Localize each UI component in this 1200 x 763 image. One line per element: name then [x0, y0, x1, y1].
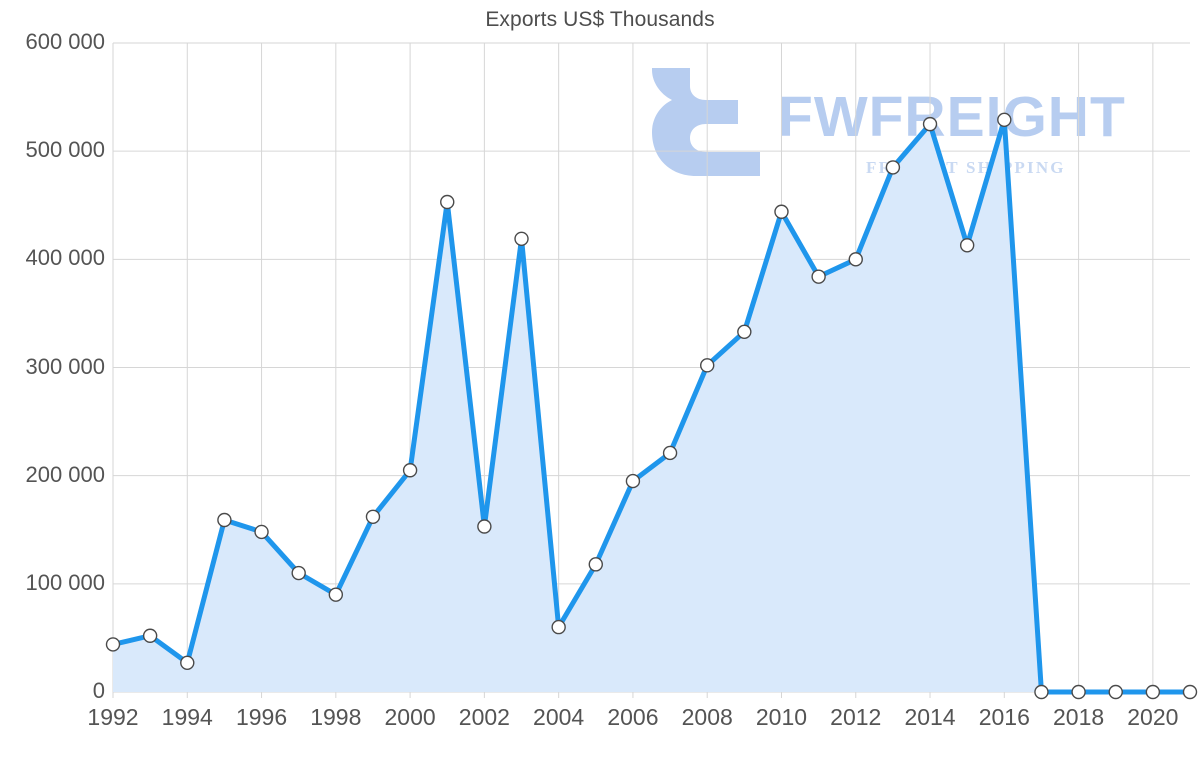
x-axis-tick-label: 2016 [978, 704, 1030, 730]
data-point-marker[interactable]: 2008: 302000 [700, 358, 715, 373]
data-point-markers: 1992: 44000 1993: 52000 1994: 27000 1995: 1… [105, 112, 1198, 700]
x-axis-tick-label: 1998 [310, 704, 362, 730]
x-axis-tick-label: 1996 [235, 704, 288, 730]
x-axis-tick-label: 2010 [755, 704, 808, 730]
data-point-marker[interactable]: 2016: 529000 [997, 112, 1012, 128]
x-axis-tick-label: 1994 [161, 704, 213, 730]
x-axis-tick-label: 2008 [681, 704, 733, 730]
y-axis-tick-label: 500 000 [25, 137, 105, 163]
data-point-marker[interactable]: 2018: 0 [1071, 684, 1086, 700]
data-point-marker[interactable]: 1999: 162000 [365, 509, 381, 524]
data-point-marker[interactable]: 2014: 525000 [922, 116, 938, 132]
data-point-marker[interactable]: 2007: 221000 [662, 445, 678, 461]
x-axis-tick-label: 2004 [533, 704, 585, 730]
data-point-marker[interactable]: 1994: 27000 [180, 655, 195, 670]
data-point-marker[interactable]: 2009: 333000 [737, 324, 752, 339]
x-axis-tick-label: 1992 [87, 704, 139, 730]
data-point-marker[interactable]: 2010: 444000 [774, 204, 789, 219]
x-axis-tick-label: 2002 [458, 704, 510, 730]
data-point-marker[interactable]: 2003: 419000 [514, 231, 529, 246]
x-axis-tick-label: 2000 [384, 704, 436, 730]
data-point-marker[interactable]: 2019: 0 [1108, 684, 1123, 700]
data-point-marker[interactable]: 2002: 153000 [477, 519, 492, 534]
chart-title: Exports US$ Thousands [485, 8, 715, 31]
data-point-marker[interactable]: 1993: 52000 [142, 628, 158, 643]
data-point-marker[interactable]: 2017: 0 [1034, 684, 1049, 700]
x-axis-tick-label: 2018 [1052, 704, 1105, 730]
x-axis-tick-label: 2006 [607, 704, 659, 730]
data-point-marker[interactable]: 2000: 205000 [402, 463, 418, 478]
y-axis-tick-label: 600 000 [25, 29, 105, 54]
data-point-marker[interactable]: 1995: 159000 [217, 512, 232, 528]
data-point-marker[interactable]: 2011: 384000 [811, 269, 826, 284]
data-point-marker[interactable]: 2015: 413000 [959, 238, 975, 253]
data-point-marker[interactable]: 2013: 485000 [885, 160, 901, 175]
data-line [110, 117, 1193, 695]
y-axis-tick-label: 0 [92, 678, 105, 703]
data-point-marker[interactable]: 2001: 453000 [440, 194, 455, 210]
y-axis-tick-label: 400 000 [25, 245, 105, 271]
y-axis-tick-label: 300 000 [25, 353, 105, 379]
data-point-marker[interactable]: 1992: 44000 [105, 637, 121, 652]
data-point-marker[interactable]: 1998: 90000 [328, 587, 344, 602]
x-axis-tick-label: 2020 [1127, 704, 1179, 730]
data-point-marker[interactable]: 1997: 110000 [291, 565, 306, 581]
y-axis-tick-label: 200 000 [25, 461, 105, 487]
data-point-marker[interactable]: 1996: 148000 [254, 524, 269, 540]
data-point-marker[interactable]: 2005: 118000 [588, 557, 603, 572]
area-fill [113, 119, 1190, 693]
data-point-marker[interactable]: 2006: 195000 [625, 473, 641, 489]
y-axis-tick-label: 100 000 [25, 569, 105, 595]
data-point-marker[interactable]: 2021: 0 [1182, 684, 1198, 700]
x-axis-tick-label: 2014 [904, 704, 956, 730]
x-axis-tick-label: 2012 [830, 704, 882, 730]
data-point-marker[interactable]: 2020: 0 [1145, 684, 1161, 700]
